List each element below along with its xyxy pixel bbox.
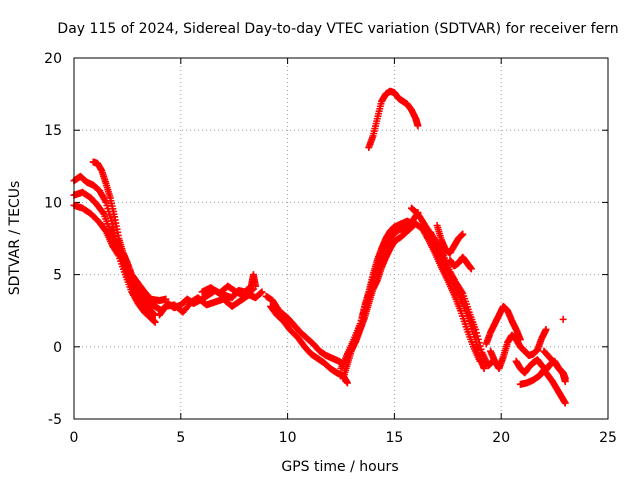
x-axis-label: GPS time / hours [281, 459, 398, 475]
y-tick-label: 0 [53, 340, 62, 356]
data-point [257, 289, 265, 297]
data-point [472, 329, 480, 337]
data-point [559, 315, 567, 323]
y-tick-label: -5 [48, 412, 62, 428]
series-track-h [262, 292, 347, 368]
axis-ticks: 0 5 10 15 20 25 -5 0 5 10 15 20 [44, 51, 617, 446]
y-axis-label: SDTVAR / TECUs [7, 181, 23, 296]
data-point [459, 230, 467, 238]
x-tick-label: 15 [385, 430, 403, 446]
data-point [162, 295, 170, 303]
data-point [467, 265, 475, 273]
data-point [475, 339, 483, 347]
series-track-m [365, 87, 422, 152]
data-point [356, 320, 364, 328]
data-point [361, 303, 369, 311]
plot-frame [73, 57, 609, 420]
data-point [473, 332, 481, 340]
data-point [477, 345, 485, 353]
data-point [360, 306, 368, 314]
series-track-o [412, 220, 484, 365]
data-point [561, 399, 569, 407]
y-tick-label: 10 [44, 195, 62, 211]
data-point [357, 316, 365, 324]
series-track-r [446, 253, 475, 273]
series-track-x [559, 315, 567, 323]
series-track-t [487, 325, 550, 372]
data-point [458, 288, 466, 296]
series-track-c [70, 201, 159, 326]
x-tick-label: 25 [599, 430, 617, 446]
data-point [248, 286, 256, 294]
series-track-f [155, 288, 266, 319]
series-track-d [89, 158, 170, 305]
series-track-j [339, 217, 418, 383]
data-point [359, 310, 367, 318]
data-point [99, 209, 107, 217]
data-point [414, 122, 422, 130]
y-tick-label: 15 [44, 123, 62, 139]
data-point [362, 300, 370, 308]
data-point [258, 288, 266, 296]
data-point [474, 335, 482, 343]
x-tick-label: 10 [279, 430, 297, 446]
series-track-s [482, 302, 524, 348]
x-tick-label: 20 [492, 430, 510, 446]
data-point [343, 379, 351, 387]
series-track-i [267, 302, 351, 387]
data-points [70, 87, 569, 407]
series-track-v [516, 366, 569, 407]
data-point [151, 318, 159, 326]
y-tick-label: 5 [53, 268, 62, 284]
data-point [476, 342, 484, 350]
chart-title: Day 115 of 2024, Sidereal Day-to-day VTE… [57, 21, 618, 37]
data-point [542, 325, 550, 333]
series-track-q [433, 222, 467, 257]
data-point [472, 325, 480, 333]
data-point [561, 377, 569, 385]
y-tick-label: 20 [44, 51, 62, 67]
x-tick-label: 5 [176, 430, 185, 446]
data-point [480, 364, 488, 372]
data-point [476, 357, 484, 365]
series-track-w [540, 347, 569, 385]
x-tick-label: 0 [70, 430, 79, 446]
data-point [358, 313, 366, 321]
series-track-p [420, 224, 497, 370]
data-point [249, 285, 257, 293]
data-point [150, 310, 158, 318]
series-track-g [198, 282, 257, 300]
